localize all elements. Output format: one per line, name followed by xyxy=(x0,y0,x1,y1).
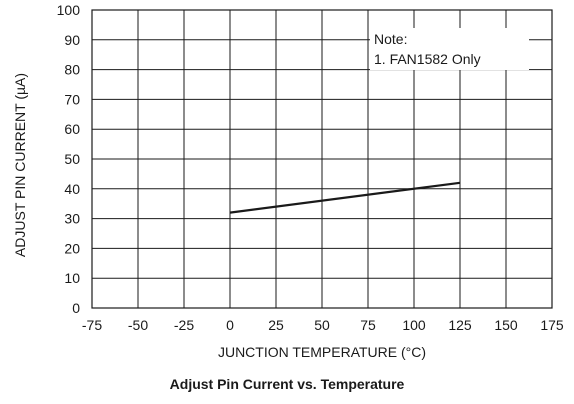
annotation-box: Note: 1. FAN1582 Only xyxy=(370,28,529,70)
x-tick-label: 100 xyxy=(402,317,426,333)
y-tick-labels: 0 10 20 30 40 50 60 70 80 90 100 xyxy=(57,2,81,316)
y-tick-label: 100 xyxy=(57,2,81,18)
x-tick-labels: -75 -50 -25 0 25 50 75 100 125 150 175 xyxy=(82,317,564,333)
y-tick-label: 80 xyxy=(64,62,80,78)
x-tick-label: 25 xyxy=(268,317,284,333)
y-tick-label: 50 xyxy=(64,151,80,167)
x-tick-label: -50 xyxy=(128,317,148,333)
series-line xyxy=(229,181,461,214)
plot-frame xyxy=(91,9,553,309)
y-tick-label: 0 xyxy=(72,300,80,316)
x-axis-label: JUNCTION TEMPERATURE (°C) xyxy=(218,344,426,360)
figure-caption: Adjust Pin Current vs. Temperature xyxy=(169,376,405,392)
y-axis-label: ADJUST PIN CURRENT (µA) xyxy=(12,73,28,257)
x-tick-label: 125 xyxy=(448,317,472,333)
x-tick-label: -75 xyxy=(82,317,102,333)
note-text: 1. FAN1582 Only xyxy=(374,51,481,67)
y-tick-label: 60 xyxy=(64,121,80,137)
series-layer xyxy=(229,181,461,214)
y-tick-label: 20 xyxy=(64,240,80,256)
x-tick-label: -25 xyxy=(174,317,194,333)
x-tick-label: 50 xyxy=(314,317,330,333)
x-tick-label: 75 xyxy=(360,317,376,333)
y-tick-label: 70 xyxy=(64,91,80,107)
y-tick-label: 10 xyxy=(64,270,80,286)
x-tick-label: 175 xyxy=(540,317,564,333)
x-tick-label: 150 xyxy=(494,317,518,333)
y-tick-label: 90 xyxy=(64,32,80,48)
y-tick-label: 40 xyxy=(64,181,80,197)
note-title: Note: xyxy=(374,31,407,47)
x-tick-label: 0 xyxy=(226,317,234,333)
y-tick-label: 30 xyxy=(64,211,80,227)
grid xyxy=(92,10,552,308)
note-background xyxy=(370,28,529,70)
